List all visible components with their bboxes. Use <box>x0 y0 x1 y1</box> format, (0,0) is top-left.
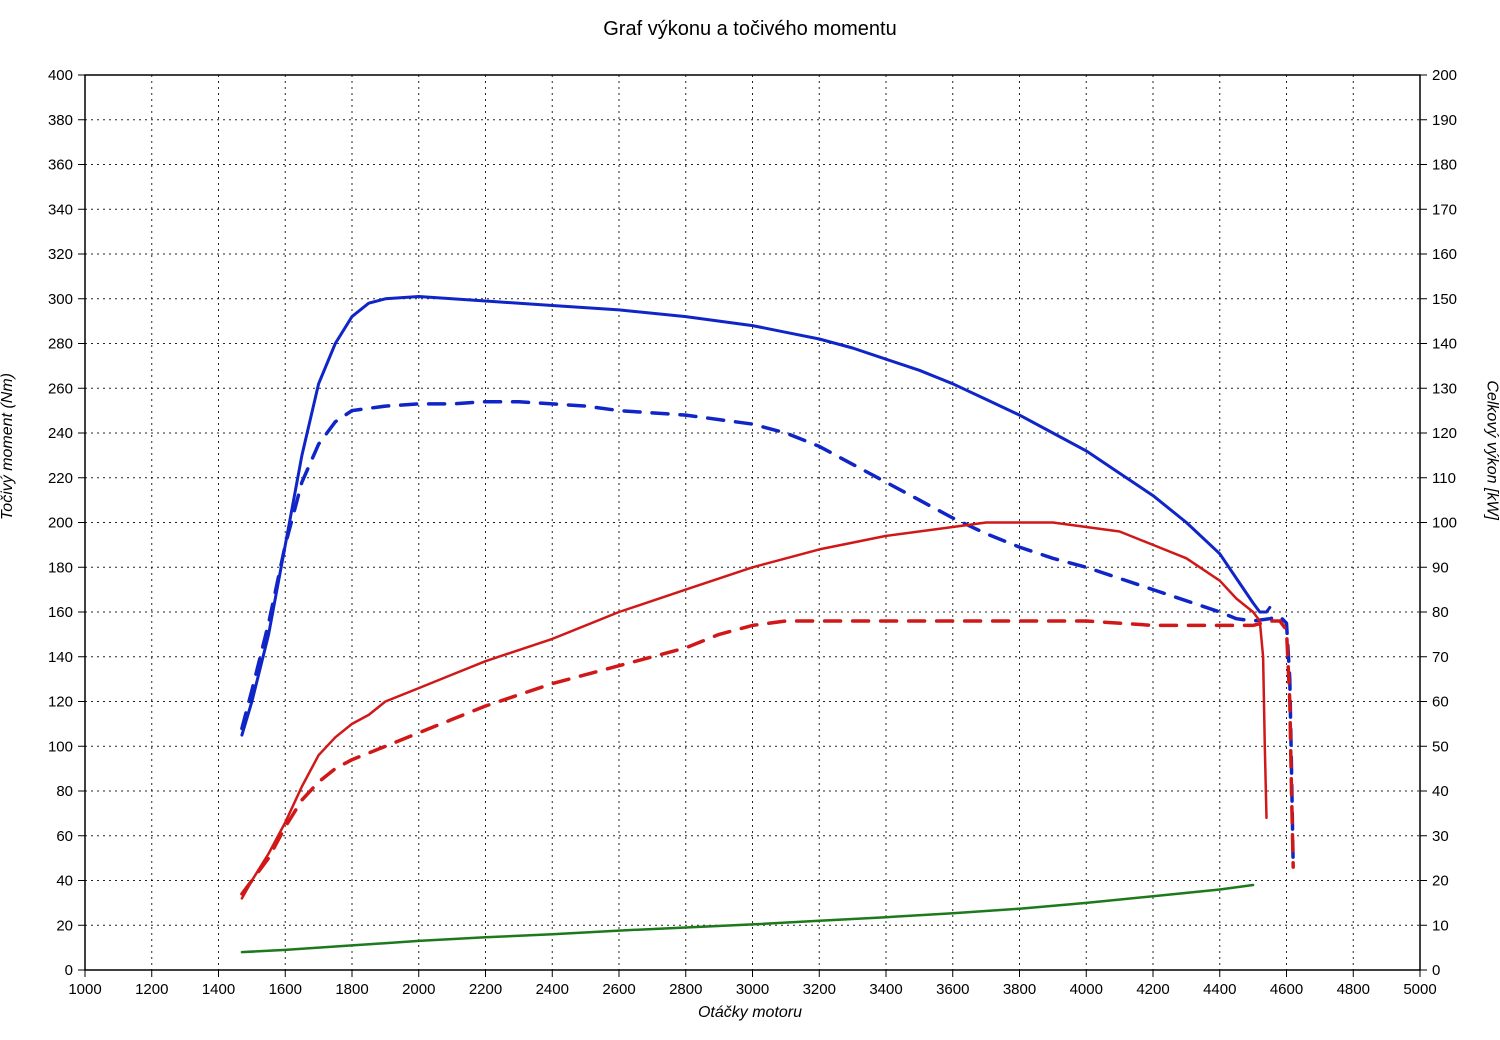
svg-text:180: 180 <box>1432 157 1457 174</box>
svg-text:60: 60 <box>1432 694 1449 711</box>
svg-text:240: 240 <box>48 425 73 442</box>
svg-text:3600: 3600 <box>936 981 969 998</box>
svg-text:2800: 2800 <box>669 981 702 998</box>
svg-text:80: 80 <box>1432 604 1449 621</box>
svg-text:360: 360 <box>48 157 73 174</box>
chart-svg: 1000120014001600180020002200240026002800… <box>0 0 1500 1040</box>
svg-text:50: 50 <box>1432 738 1449 755</box>
svg-text:3800: 3800 <box>1003 981 1036 998</box>
svg-text:200: 200 <box>1432 67 1457 84</box>
svg-text:80: 80 <box>56 783 73 800</box>
svg-text:4800: 4800 <box>1337 981 1370 998</box>
svg-text:140: 140 <box>48 649 73 666</box>
dyno-chart: Graf výkonu a točivého momentu DC WWW.DY… <box>0 0 1500 1040</box>
svg-text:280: 280 <box>48 336 73 353</box>
svg-text:3400: 3400 <box>869 981 902 998</box>
svg-text:110: 110 <box>1432 470 1456 487</box>
svg-text:4200: 4200 <box>1136 981 1169 998</box>
svg-text:1000: 1000 <box>68 981 101 998</box>
svg-text:10: 10 <box>1432 917 1449 934</box>
y-right-axis-label: Celkový výkon [kW] <box>1483 380 1500 520</box>
y-left-axis-label: Točivý moment (Nm) <box>0 373 17 520</box>
svg-text:1800: 1800 <box>335 981 368 998</box>
svg-text:200: 200 <box>48 515 73 532</box>
svg-text:170: 170 <box>1432 201 1457 218</box>
svg-text:30: 30 <box>1432 828 1449 845</box>
svg-text:160: 160 <box>1432 246 1457 263</box>
x-axis-label: Otáčky motoru <box>0 1004 1500 1022</box>
svg-text:320: 320 <box>48 246 73 263</box>
svg-text:0: 0 <box>1432 962 1440 979</box>
svg-text:20: 20 <box>56 917 73 934</box>
svg-text:60: 60 <box>56 828 73 845</box>
svg-text:190: 190 <box>1432 112 1457 129</box>
svg-text:140: 140 <box>1432 336 1457 353</box>
svg-text:2400: 2400 <box>536 981 569 998</box>
svg-text:120: 120 <box>48 694 73 711</box>
svg-text:3000: 3000 <box>736 981 769 998</box>
svg-text:70: 70 <box>1432 649 1449 666</box>
svg-text:2200: 2200 <box>469 981 502 998</box>
svg-text:4400: 4400 <box>1203 981 1236 998</box>
svg-text:5000: 5000 <box>1403 981 1436 998</box>
svg-text:180: 180 <box>48 559 73 576</box>
svg-text:1200: 1200 <box>135 981 168 998</box>
svg-text:150: 150 <box>1432 291 1457 308</box>
svg-text:40: 40 <box>56 873 73 890</box>
svg-text:380: 380 <box>48 112 73 129</box>
svg-text:400: 400 <box>48 67 73 84</box>
svg-text:120: 120 <box>1432 425 1457 442</box>
svg-text:90: 90 <box>1432 559 1449 576</box>
svg-text:100: 100 <box>48 738 73 755</box>
svg-text:40: 40 <box>1432 783 1449 800</box>
svg-text:4000: 4000 <box>1070 981 1103 998</box>
svg-text:130: 130 <box>1432 380 1457 397</box>
svg-text:100: 100 <box>1432 515 1457 532</box>
svg-text:3200: 3200 <box>803 981 836 998</box>
svg-text:300: 300 <box>48 291 73 308</box>
svg-text:2600: 2600 <box>602 981 635 998</box>
svg-text:220: 220 <box>48 470 73 487</box>
svg-text:2000: 2000 <box>402 981 435 998</box>
svg-text:1400: 1400 <box>202 981 235 998</box>
svg-text:20: 20 <box>1432 873 1449 890</box>
svg-text:260: 260 <box>48 380 73 397</box>
svg-text:340: 340 <box>48 201 73 218</box>
svg-text:0: 0 <box>65 962 73 979</box>
svg-text:1600: 1600 <box>269 981 302 998</box>
svg-text:160: 160 <box>48 604 73 621</box>
svg-text:4600: 4600 <box>1270 981 1303 998</box>
